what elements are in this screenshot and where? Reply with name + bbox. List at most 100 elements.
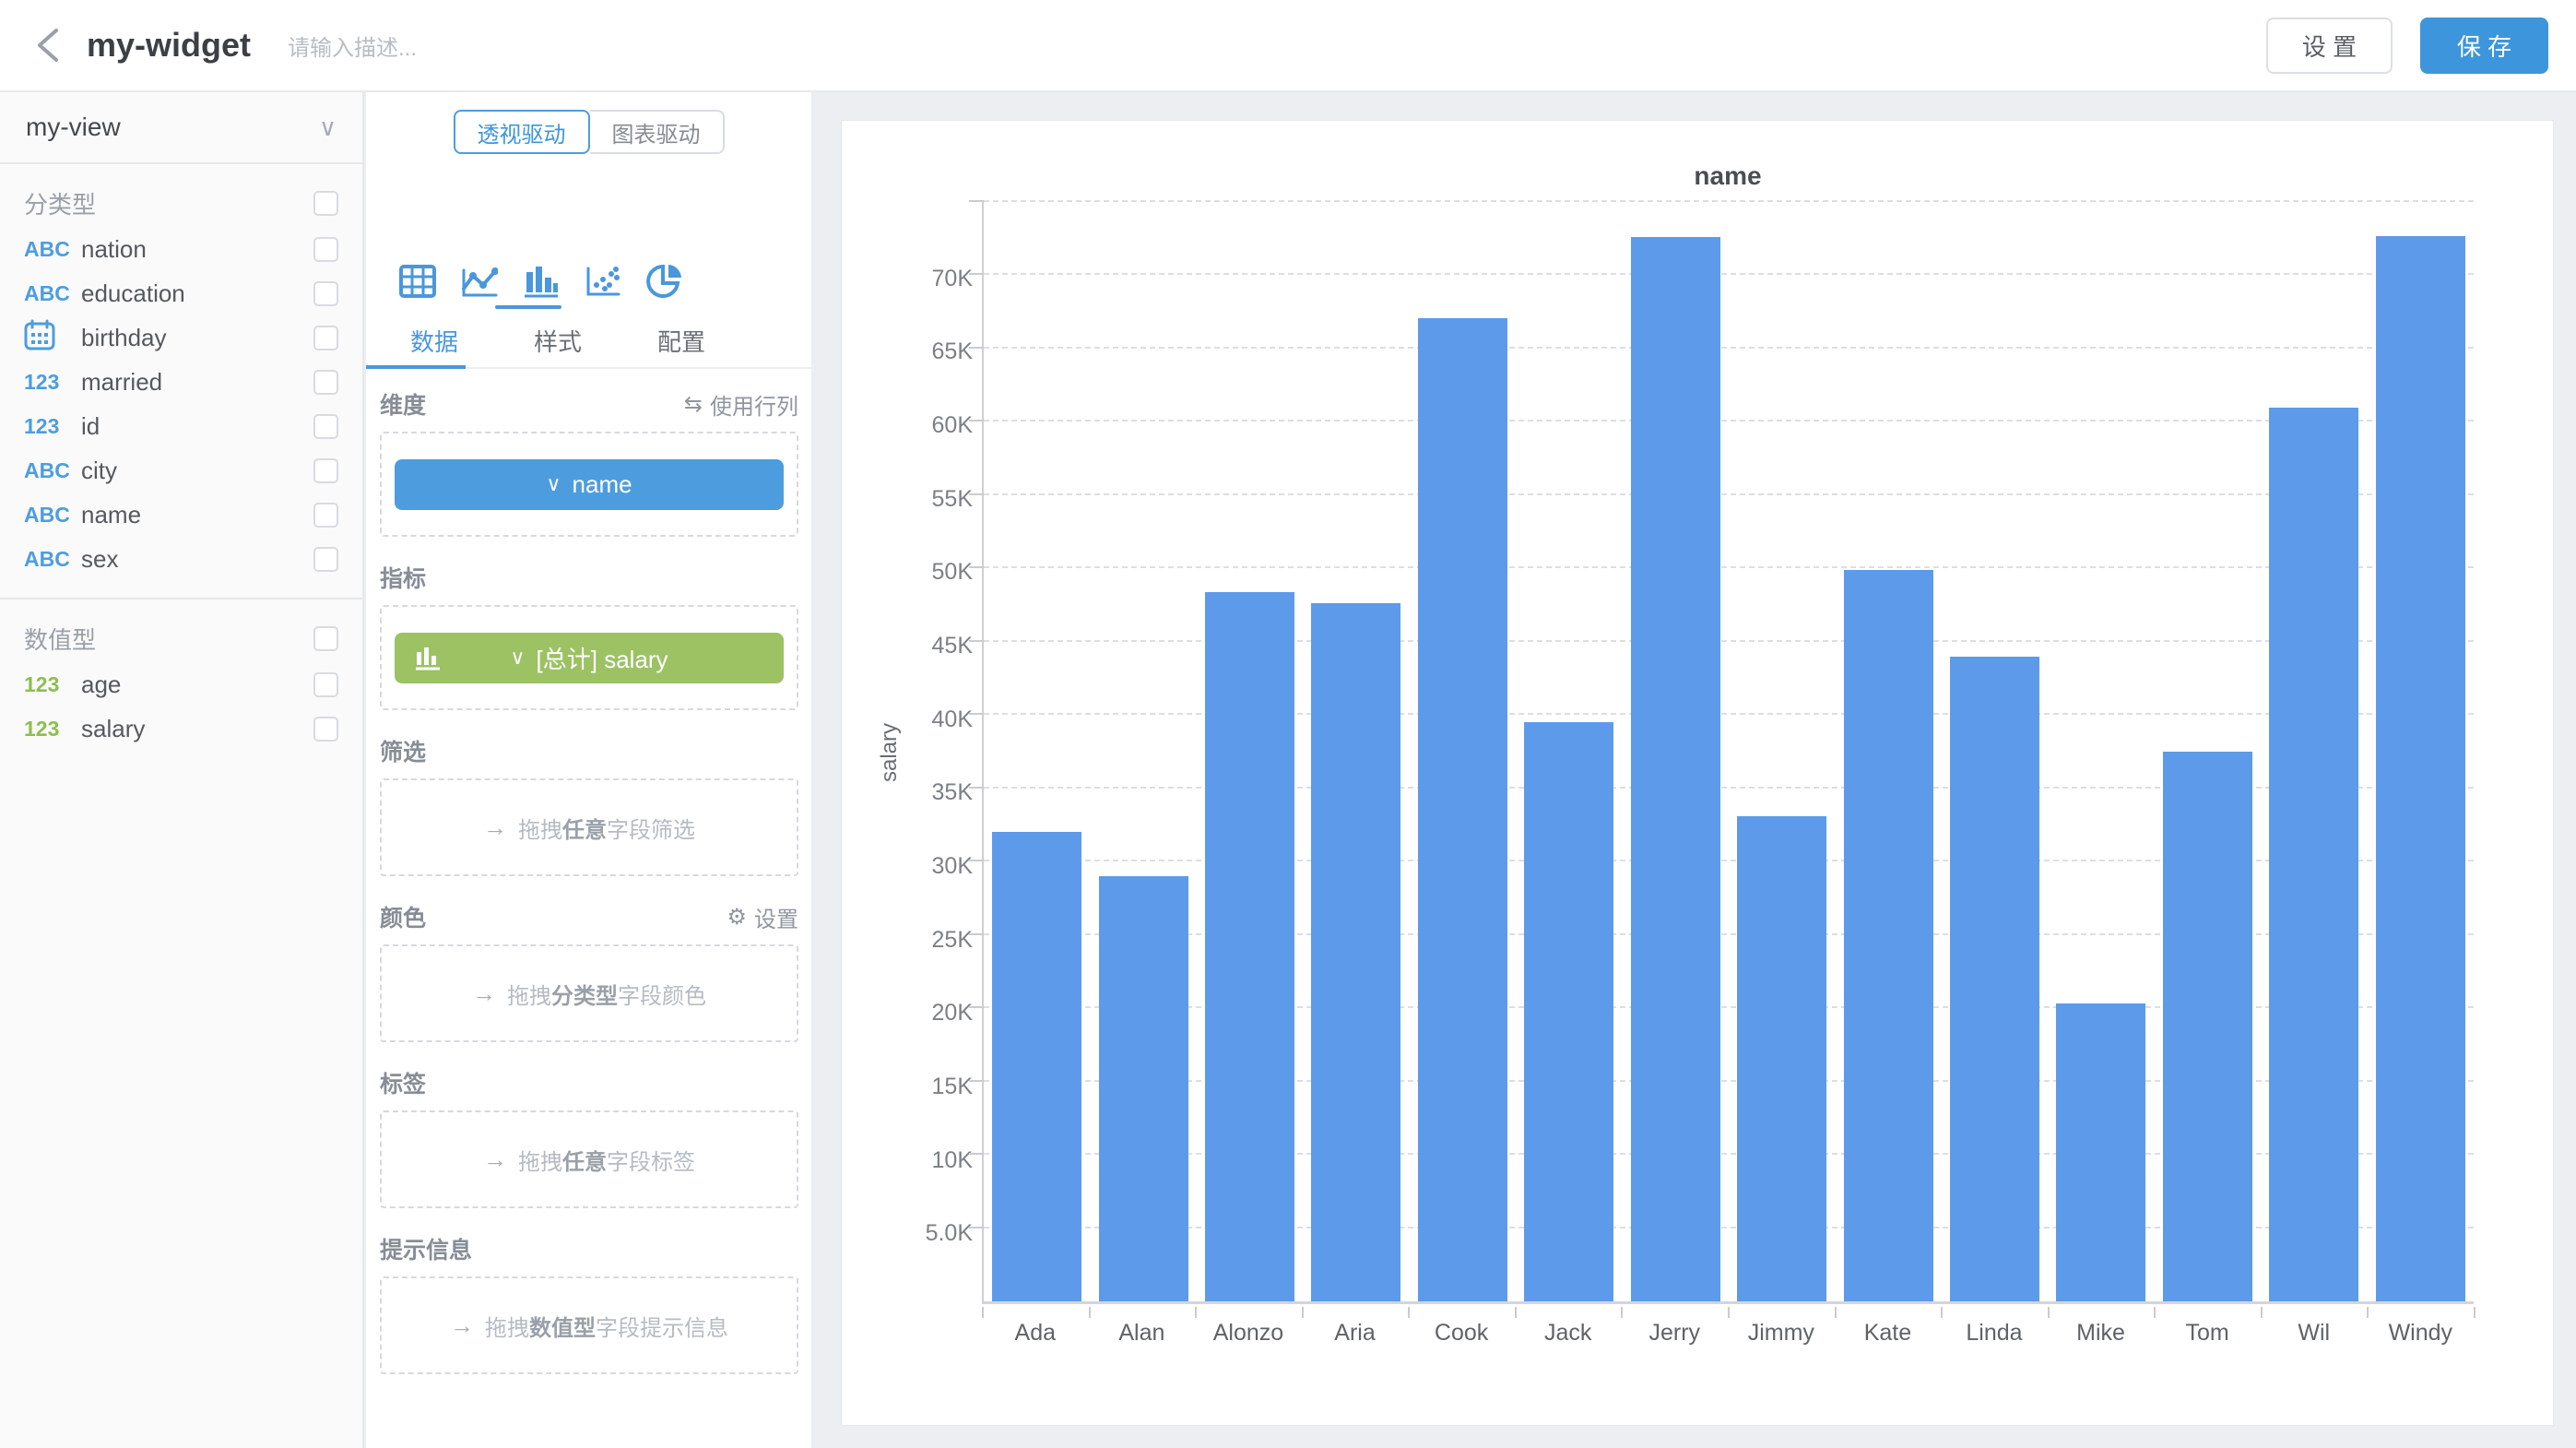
- color-dropzone[interactable]: → 拖拽分类型字段颜色: [380, 944, 798, 1042]
- bar-Cook[interactable]: [1417, 317, 1507, 1301]
- plot-area: [969, 200, 2474, 1304]
- field-checkbox[interactable]: [313, 671, 338, 697]
- y-axis-tick: [969, 493, 984, 495]
- use-rows-cols-link[interactable]: ⇆ 使用行列: [684, 388, 798, 421]
- bar-Mike[interactable]: [2056, 1003, 2146, 1301]
- mode-tab-chart[interactable]: 图表驱动: [589, 110, 725, 154]
- y-axis-tick: [969, 273, 984, 276]
- x-axis-category-label: Alonzo: [1212, 1320, 1284, 1346]
- field-label: sex: [81, 544, 119, 573]
- x-axis-category-label: Aria: [1334, 1320, 1376, 1346]
- bar-slot: [984, 202, 1090, 1301]
- view-selector[interactable]: my-view ∨: [0, 92, 362, 164]
- categorical-select-all-checkbox[interactable]: [313, 190, 338, 216]
- x-axis-tick: [2367, 1307, 2369, 1318]
- pie-chart-icon[interactable]: [646, 261, 683, 302]
- bar-slot: [1197, 202, 1303, 1301]
- y-axis-tick: [969, 1006, 984, 1009]
- x-axis-tick: [1621, 1307, 1624, 1318]
- field-label: birthday: [81, 323, 167, 351]
- field-row-name[interactable]: ABC name: [0, 493, 362, 537]
- bar-slot: [1623, 202, 1729, 1301]
- chart-card: name salary 5.0K 10K 15K 20K 25K 30K 35K 40K 45K…: [841, 120, 2554, 1426]
- bar-chart-icon[interactable]: [523, 261, 560, 302]
- dimension-pill-name[interactable]: ∨ name: [395, 458, 784, 510]
- y-axis-tick-label: 25K: [931, 926, 973, 953]
- field-row-married[interactable]: 123 married: [0, 360, 362, 404]
- y-axis-tick-label: 35K: [931, 779, 973, 806]
- field-checkbox[interactable]: [313, 280, 338, 306]
- text-type-icon: ABC: [24, 280, 70, 305]
- tab-data[interactable]: 数据: [409, 328, 458, 356]
- bar-Jimmy[interactable]: [1737, 815, 1827, 1301]
- field-row-birthday[interactable]: birthday: [0, 315, 362, 360]
- bar-Ada[interactable]: [992, 832, 1082, 1301]
- field-checkbox[interactable]: [313, 236, 338, 262]
- gridline: [984, 273, 2474, 276]
- use-rows-cols-label: 使用行列: [710, 394, 798, 420]
- field-row-sex[interactable]: ABC sex: [0, 537, 362, 581]
- x-axis-tick: [1941, 1307, 1944, 1318]
- x-axis-category-label: Jimmy: [1747, 1320, 1814, 1346]
- settings-button[interactable]: 设 置: [2266, 17, 2393, 74]
- field-label: city: [81, 456, 117, 484]
- y-axis-tick: [969, 860, 984, 862]
- chart-type-toolbar: [366, 261, 811, 302]
- number-type-icon: 123: [24, 369, 60, 394]
- color-label: 颜色: [380, 906, 427, 932]
- x-axis-category-label: Mike: [2076, 1320, 2125, 1346]
- dimension-dropzone[interactable]: ∨ name: [380, 432, 798, 537]
- x-axis-tick: [2047, 1307, 2050, 1318]
- field-checkbox[interactable]: [313, 413, 338, 439]
- bar-Alonzo[interactable]: [1205, 591, 1295, 1301]
- back-button[interactable]: [20, 18, 76, 73]
- numeric-select-all-checkbox[interactable]: [313, 625, 338, 651]
- field-row-id[interactable]: 123 id: [0, 404, 362, 448]
- bar-Alan[interactable]: [1098, 876, 1188, 1301]
- x-axis-tick: [1728, 1307, 1730, 1318]
- filter-dropzone[interactable]: → 拖拽任意字段筛选: [380, 778, 798, 876]
- bar-Jack[interactable]: [1524, 722, 1614, 1301]
- bar-Kate[interactable]: [1843, 569, 1933, 1301]
- gridline: [984, 860, 2474, 862]
- field-row-nation[interactable]: ABC nation: [0, 227, 362, 271]
- save-button[interactable]: 保 存: [2420, 17, 2548, 74]
- gridline: [984, 566, 2474, 569]
- color-settings-link[interactable]: ⚙ 设置: [727, 901, 798, 933]
- table-chart-icon[interactable]: [399, 261, 436, 302]
- bar-Wil[interactable]: [2269, 407, 2359, 1301]
- scatter-chart-icon[interactable]: [585, 261, 621, 302]
- field-checkbox[interactable]: [313, 369, 338, 395]
- x-axis-tick: [2260, 1307, 2263, 1318]
- bar-Tom[interactable]: [2162, 752, 2252, 1301]
- field-label: salary: [81, 714, 146, 742]
- tooltip-dropzone[interactable]: → 拖拽数值型字段提示信息: [380, 1276, 798, 1374]
- field-checkbox[interactable]: [313, 716, 338, 742]
- measure-dropzone[interactable]: ∨ [总计] salary: [380, 605, 798, 710]
- bar-slot: [1303, 202, 1409, 1301]
- field-checkbox[interactable]: [313, 325, 338, 350]
- field-row-city[interactable]: ABC city: [0, 448, 362, 493]
- bar-slot: [2155, 202, 2261, 1301]
- bar-Aria[interactable]: [1311, 603, 1401, 1301]
- mode-tab-pivot[interactable]: 透视驱动: [453, 110, 590, 154]
- bar-Linda[interactable]: [1950, 656, 2039, 1301]
- label-dropzone[interactable]: → 拖拽任意字段标签: [380, 1110, 798, 1208]
- field-checkbox[interactable]: [313, 546, 338, 572]
- measure-label: 指标: [380, 566, 427, 592]
- field-row-age[interactable]: 123 age: [0, 662, 362, 706]
- description-placeholder[interactable]: 请输入描述...: [288, 35, 418, 61]
- bar-Jerry[interactable]: [1630, 237, 1720, 1301]
- y-axis-tick-label: 10K: [931, 1146, 973, 1173]
- field-checkbox[interactable]: [313, 457, 338, 483]
- field-checkbox[interactable]: [313, 502, 338, 528]
- y-axis-tick-label: 30K: [931, 852, 973, 879]
- gridline: [984, 713, 2474, 716]
- measure-pill-salary[interactable]: ∨ [总计] salary: [395, 632, 784, 683]
- tab-config[interactable]: 配置: [656, 328, 705, 356]
- tab-style[interactable]: 样式: [533, 328, 582, 356]
- bar-Windy[interactable]: [2375, 235, 2465, 1301]
- field-row-education[interactable]: ABC education: [0, 271, 362, 315]
- line-chart-icon[interactable]: [461, 261, 498, 302]
- field-row-salary[interactable]: 123 salary: [0, 706, 362, 751]
